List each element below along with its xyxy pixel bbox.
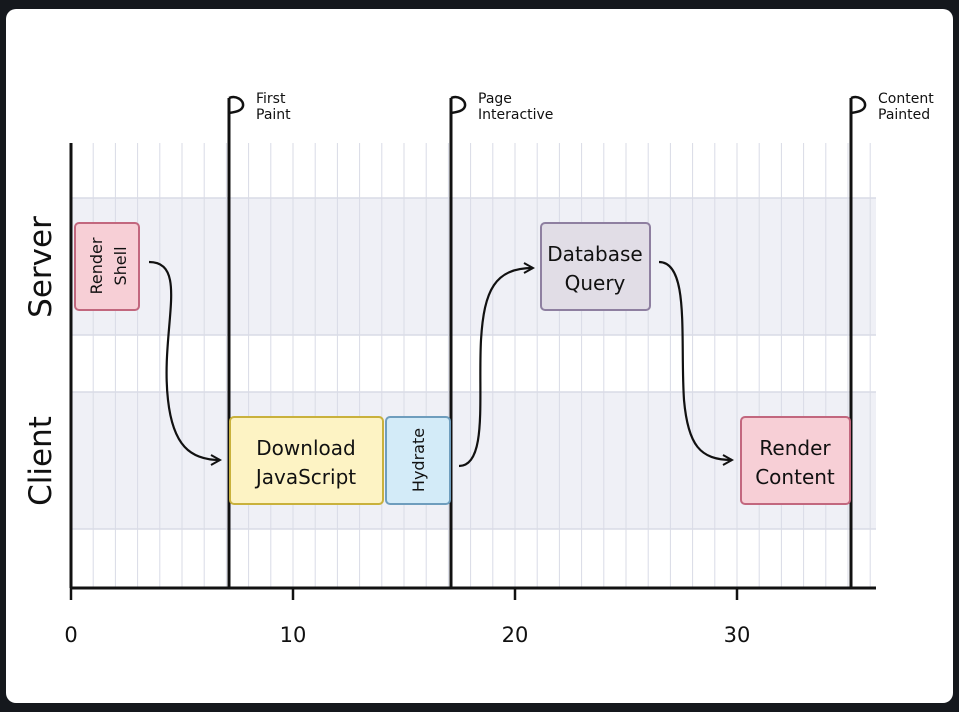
flag-icon bbox=[450, 95, 467, 115]
tick-label-10: 10 bbox=[280, 623, 307, 647]
tick-label-20: 20 bbox=[502, 623, 529, 647]
lane-label-server: Server bbox=[23, 216, 59, 318]
task-box bbox=[385, 416, 451, 505]
milestone-content-painted: Content Painted bbox=[849, 91, 934, 588]
task-render-content: Render Content bbox=[740, 416, 851, 505]
task-box bbox=[540, 222, 651, 311]
task-label-line-2: Content bbox=[755, 465, 835, 489]
task-download-javascript: Download JavaScript bbox=[229, 416, 384, 505]
milestone-label-line-1: First bbox=[256, 91, 286, 107]
milestone-label-line-2: Painted bbox=[878, 107, 930, 123]
task-box bbox=[74, 222, 140, 311]
task-label-line-2: Shell bbox=[111, 246, 130, 285]
arrow-database-query-to-render-content bbox=[658, 260, 732, 460]
milestone-label-line-1: Content bbox=[878, 91, 934, 107]
arrow-render-shell-to-download bbox=[148, 260, 220, 460]
task-label-line-1: Render bbox=[87, 237, 106, 294]
task-box bbox=[740, 416, 851, 505]
timeline-diagram: Server Client 0 10 20 30 First Paint Pag… bbox=[23, 91, 934, 647]
milestone-label-line-2: Paint bbox=[256, 107, 291, 123]
arrow-hydrate-to-database-query bbox=[458, 268, 533, 468]
task-box bbox=[229, 416, 384, 505]
lane-band-server bbox=[71, 198, 876, 335]
tick-label-0: 0 bbox=[64, 623, 77, 647]
task-label: Hydrate bbox=[409, 428, 428, 492]
task-render-shell: Render Shell bbox=[74, 222, 140, 311]
task-label-line-1: Download bbox=[256, 436, 355, 460]
task-label-line-2: Query bbox=[565, 271, 626, 295]
flag-icon bbox=[228, 95, 245, 115]
task-database-query: Database Query bbox=[540, 222, 651, 311]
task-label-line-2: JavaScript bbox=[254, 465, 356, 489]
task-hydrate: Hydrate bbox=[385, 416, 451, 505]
milestone-label-line-2: Interactive bbox=[478, 107, 553, 123]
lane-label-client: Client bbox=[23, 416, 59, 506]
task-label-line-1: Database bbox=[547, 242, 642, 266]
diagram-card: Server Client 0 10 20 30 First Paint Pag… bbox=[6, 9, 953, 703]
tick-label-30: 30 bbox=[724, 623, 751, 647]
milestone-first-paint: First Paint bbox=[227, 91, 291, 588]
flag-icon bbox=[850, 95, 867, 115]
milestone-label-line-1: Page bbox=[478, 91, 512, 107]
grid-layer bbox=[70, 143, 876, 588]
milestone-page-interactive: Page Interactive bbox=[449, 91, 553, 588]
task-label-line-1: Render bbox=[759, 436, 831, 460]
